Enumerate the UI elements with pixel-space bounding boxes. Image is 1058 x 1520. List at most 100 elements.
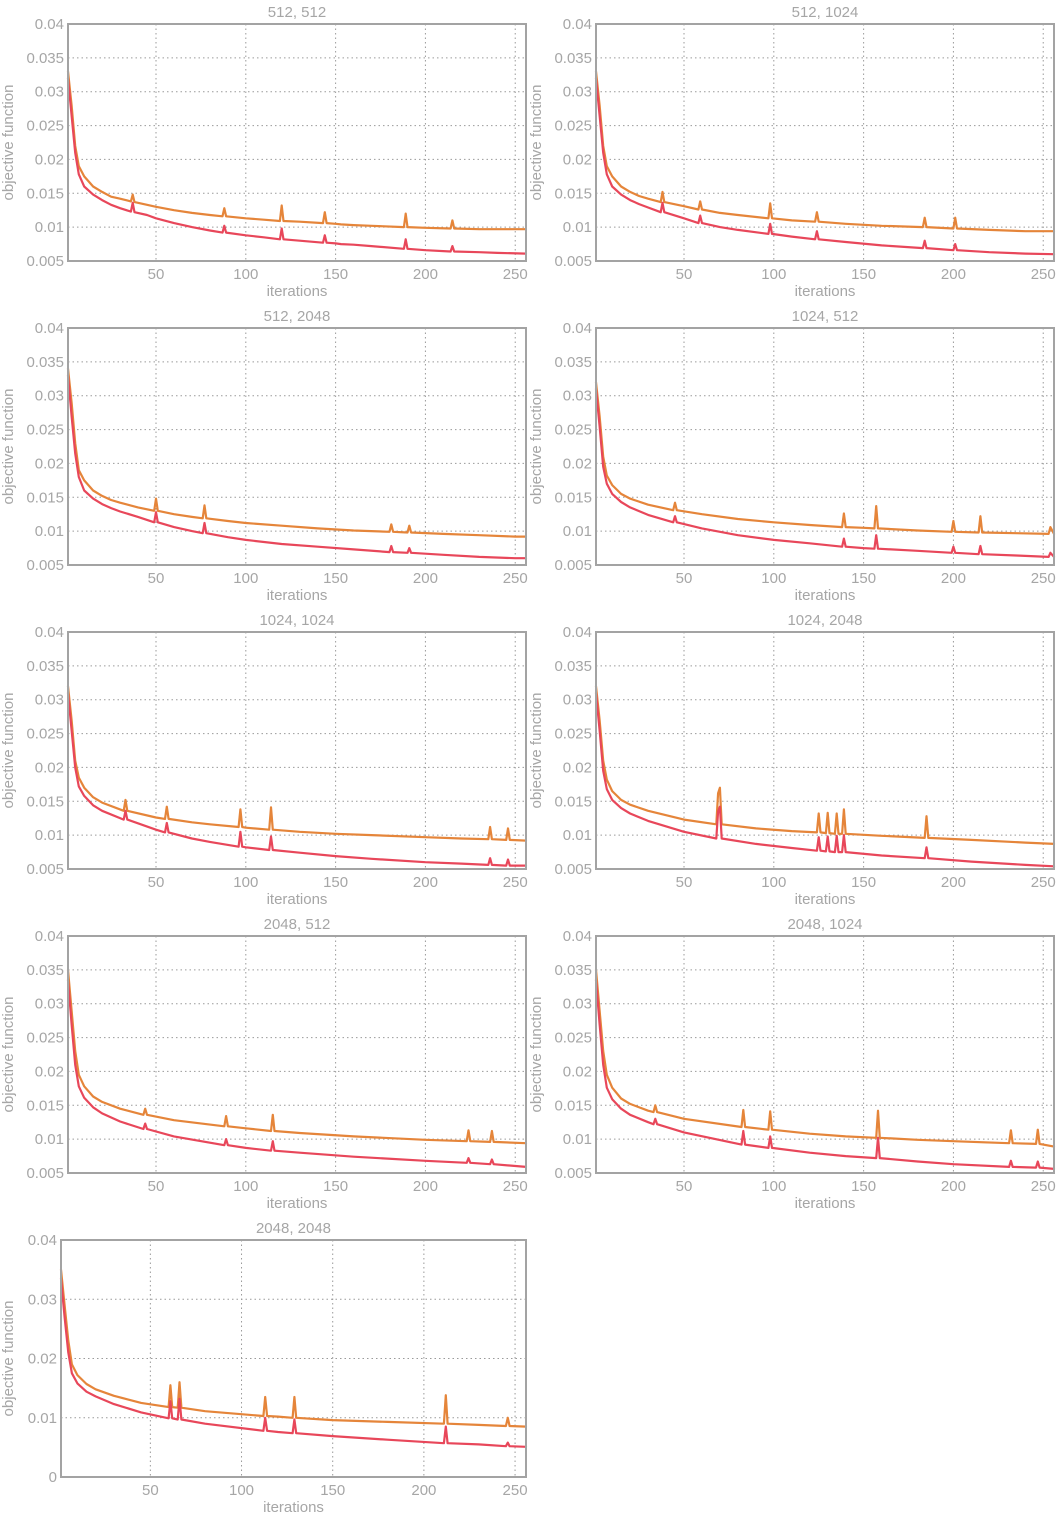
series-line-2 bbox=[594, 77, 1056, 256]
x-tick-label: 200 bbox=[411, 1482, 436, 1499]
y-tick-label: 0.015 bbox=[26, 793, 64, 810]
y-tick-label: 0.035 bbox=[554, 354, 592, 371]
y-tick-label: 0.01 bbox=[35, 523, 64, 540]
y-tick-label: 0.025 bbox=[26, 422, 64, 439]
y-tick-label: 0.04 bbox=[563, 320, 592, 337]
x-tick-label: 50 bbox=[142, 1482, 159, 1499]
series-line-1 bbox=[594, 381, 1056, 535]
x-tick-label: 50 bbox=[676, 874, 693, 891]
x-tick-label: 200 bbox=[413, 570, 438, 587]
x-tick-label: 150 bbox=[323, 570, 348, 587]
series-line-1 bbox=[66, 70, 528, 231]
chart-panel-7: 50 100 150 200 250 0.005 0.01 0.015 0.02 0.025 0.0… bbox=[0, 916, 528, 1212]
x-tick-label: 200 bbox=[941, 570, 966, 587]
y-tick-label: 0.025 bbox=[554, 726, 592, 743]
chart-title: 512, 1024 bbox=[792, 4, 859, 21]
chart-title: 1024, 2048 bbox=[787, 612, 862, 629]
series-line-1 bbox=[59, 1268, 528, 1428]
x-axis-label: iterations bbox=[795, 1195, 856, 1212]
y-tick-label: 0.02 bbox=[563, 455, 592, 472]
y-tick-label: 0.035 bbox=[26, 962, 64, 979]
x-tick-label: 50 bbox=[148, 874, 165, 891]
y-axis-label: objective function bbox=[528, 85, 545, 201]
y-tick-label: 0.04 bbox=[35, 320, 64, 337]
x-tick-label: 250 bbox=[503, 1482, 528, 1499]
y-tick-label: 0.015 bbox=[26, 185, 64, 202]
x-tick-label: 100 bbox=[233, 874, 258, 891]
y-tick-label: 0.035 bbox=[26, 658, 64, 675]
y-tick-label: 0.025 bbox=[554, 118, 592, 135]
y-tick-label: 0.025 bbox=[26, 118, 64, 135]
y-tick-label: 0.035 bbox=[554, 962, 592, 979]
y-axis-label: objective function bbox=[0, 389, 17, 505]
series-line-2 bbox=[59, 1277, 528, 1448]
y-tick-label: 0.04 bbox=[563, 624, 592, 641]
y-tick-label: 0.005 bbox=[554, 557, 592, 574]
y-tick-label: 0.025 bbox=[26, 1030, 64, 1047]
y-tick-label: 0.015 bbox=[26, 489, 64, 506]
chart-panel-6: 50 100 150 200 250 0.005 0.01 0.015 0.02 0.025 0.0… bbox=[528, 612, 1056, 908]
y-tick-label: 0.035 bbox=[554, 658, 592, 675]
y-tick-label: 0.03 bbox=[563, 84, 592, 101]
x-tick-label: 150 bbox=[323, 266, 348, 283]
y-tick-label: 0.01 bbox=[35, 219, 64, 236]
y-tick-label: 0.035 bbox=[554, 50, 592, 67]
series-line-2 bbox=[66, 691, 528, 867]
y-tick-label: 0.02 bbox=[563, 1063, 592, 1080]
y-tick-label: 0.005 bbox=[26, 253, 64, 270]
y-axis-label: objective function bbox=[0, 85, 17, 201]
x-tick-label: 100 bbox=[233, 266, 258, 283]
y-tick-label: 0.005 bbox=[26, 861, 64, 878]
y-tick-label: 0.01 bbox=[563, 219, 592, 236]
y-tick-label: 0.005 bbox=[554, 861, 592, 878]
x-tick-label: 200 bbox=[413, 874, 438, 891]
x-tick-label: 150 bbox=[851, 874, 876, 891]
y-tick-label: 0.03 bbox=[35, 692, 64, 709]
plot-frame bbox=[595, 327, 1055, 566]
y-tick-label: 0.04 bbox=[35, 928, 64, 945]
x-axis-label: iterations bbox=[267, 283, 328, 300]
y-tick-label: 0.02 bbox=[28, 1351, 57, 1368]
x-tick-label: 150 bbox=[851, 1178, 876, 1195]
x-tick-label: 50 bbox=[676, 266, 693, 283]
chart-title: 512, 512 bbox=[268, 4, 326, 21]
series-line-2 bbox=[66, 374, 528, 560]
x-tick-label: 250 bbox=[1031, 570, 1056, 587]
y-axis-label: objective function bbox=[0, 997, 17, 1113]
chart-panel-2: 50 100 150 200 250 0.005 0.01 0.015 0.02 0.025 0.0… bbox=[528, 4, 1056, 300]
y-axis-label: objective function bbox=[528, 693, 545, 809]
x-axis-label: iterations bbox=[795, 283, 856, 300]
y-tick-label: 0.02 bbox=[563, 151, 592, 168]
y-tick-label: 0.005 bbox=[26, 1165, 64, 1182]
y-tick-label: 0.005 bbox=[554, 1165, 592, 1182]
y-tick-label: 0 bbox=[49, 1469, 57, 1486]
x-tick-label: 100 bbox=[761, 874, 786, 891]
y-tick-label: 0.005 bbox=[554, 253, 592, 270]
y-tick-label: 0.02 bbox=[35, 759, 64, 776]
y-tick-label: 0.04 bbox=[563, 16, 592, 33]
y-tick-label: 0.025 bbox=[554, 1030, 592, 1047]
chart-panel-1: 50 100 150 200 250 0.005 0.01 0.015 0.02 0.025 0.0… bbox=[0, 4, 528, 300]
chart-title: 1024, 1024 bbox=[259, 612, 334, 629]
y-tick-label: 0.03 bbox=[563, 996, 592, 1013]
series-line-2 bbox=[66, 77, 528, 255]
y-tick-label: 0.015 bbox=[26, 1097, 64, 1114]
y-tick-label: 0.04 bbox=[35, 16, 64, 33]
series-line-1 bbox=[66, 968, 528, 1145]
chart-title: 2048, 2048 bbox=[256, 1220, 331, 1237]
x-tick-label: 50 bbox=[148, 570, 165, 587]
x-tick-label: 150 bbox=[851, 266, 876, 283]
y-tick-label: 0.03 bbox=[35, 996, 64, 1013]
y-tick-label: 0.015 bbox=[554, 1097, 592, 1114]
x-tick-label: 100 bbox=[229, 1482, 254, 1499]
x-tick-label: 50 bbox=[148, 266, 165, 283]
y-axis-label: objective function bbox=[0, 693, 17, 809]
y-tick-label: 0.03 bbox=[563, 388, 592, 405]
y-tick-label: 0.01 bbox=[35, 827, 64, 844]
plot-frame bbox=[67, 23, 527, 262]
x-tick-label: 250 bbox=[1031, 266, 1056, 283]
x-axis-label: iterations bbox=[267, 587, 328, 604]
y-tick-label: 0.04 bbox=[563, 928, 592, 945]
x-axis-label: iterations bbox=[795, 891, 856, 908]
x-tick-label: 50 bbox=[676, 1178, 693, 1195]
